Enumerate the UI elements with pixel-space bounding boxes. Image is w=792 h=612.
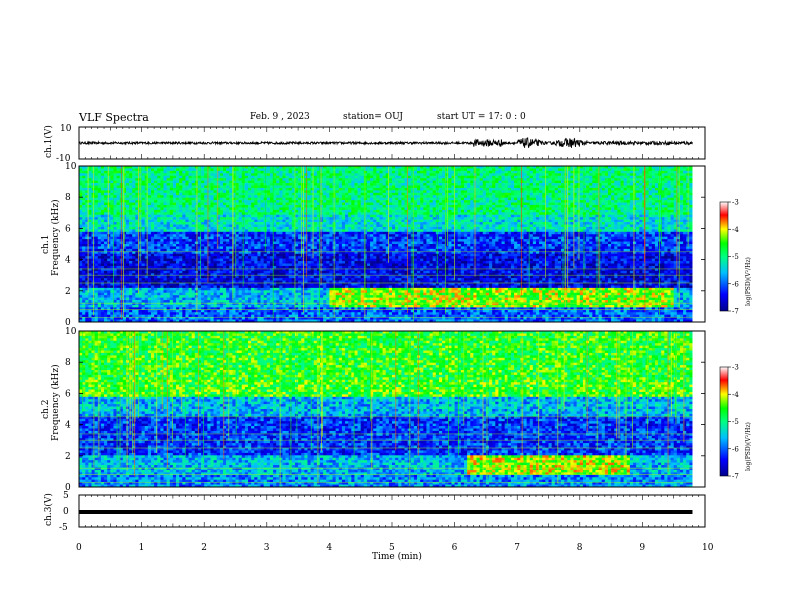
x-tick-label: 8 xyxy=(577,543,583,553)
ch3-ytick-label: 0 xyxy=(63,507,69,517)
x-tick-label: 0 xyxy=(76,543,82,553)
x-tick-label: 2 xyxy=(201,543,207,553)
spectrogram-ch1-ytick-label: 10 xyxy=(65,162,77,172)
spectrogram-ch1-ylabel-frequency: Frequency (kHz) xyxy=(50,199,61,276)
spectrogram-ch2-ylabel-frequency: Frequency (kHz) xyxy=(50,364,61,441)
ch3-ytick-label: 5 xyxy=(63,491,69,501)
spectrogram-ch1-ylabel-channel: ch.1 xyxy=(41,235,51,254)
x-tick-label: 1 xyxy=(139,543,145,553)
colorbar-tick-label: -5 xyxy=(732,253,739,261)
colorbar-tick-label: -5 xyxy=(732,418,739,426)
spectrogram-ch2-ytick-label: 4 xyxy=(65,421,71,431)
colorbar-label-ch1: log(PSD)(V²/Hz) xyxy=(745,257,752,306)
spectrogram-ch2-ylabel-channel: ch.2 xyxy=(41,400,51,419)
colorbar-tick-label: -7 xyxy=(732,308,739,316)
ch3-ytick-label: -5 xyxy=(59,523,68,533)
colorbar-tick-label: -6 xyxy=(732,445,739,453)
colorbar-ch2 xyxy=(720,367,728,476)
spectrogram-ch1-ytick-label: 6 xyxy=(65,224,71,234)
spectrogram-ch2-ytick-label: 6 xyxy=(65,389,71,399)
spectrogram-ch2-image xyxy=(79,331,693,487)
colorbar-ch1 xyxy=(720,202,728,311)
colorbar-tick-label: -7 xyxy=(732,473,739,481)
colorbar-tick-label: -3 xyxy=(732,199,739,207)
colorbar-tick-label: -6 xyxy=(732,280,739,288)
colorbar-tick-label: -4 xyxy=(732,226,739,234)
x-tick-label: 4 xyxy=(326,543,332,553)
x-axis-label: Time (min) xyxy=(372,551,422,562)
spectrogram-ch1-ytick-label: 4 xyxy=(65,256,71,266)
spectrogram-ch2-ytick-label: 8 xyxy=(65,358,71,368)
ch1-ytick-10: 10 xyxy=(60,124,72,134)
x-tick-label: 10 xyxy=(702,543,714,553)
x-tick-label: 9 xyxy=(639,543,645,553)
colorbar-tick-label: -3 xyxy=(732,364,739,372)
ch3-waveform-ylabel: ch.3(V) xyxy=(43,493,54,526)
x-tick-label: 7 xyxy=(514,543,520,553)
spectrogram-ch2-ytick-label: 10 xyxy=(65,327,77,337)
spectrogram-empty-area xyxy=(692,331,705,487)
colorbar-label-ch2: log(PSD)(V²/Hz) xyxy=(745,422,752,471)
colorbar-tick-label: -4 xyxy=(732,391,739,399)
spectrogram-ch1-image xyxy=(79,166,693,322)
spectrogram-empty-area xyxy=(692,166,705,322)
x-tick-label: 6 xyxy=(452,543,458,553)
ch1-waveform-ylabel: ch.1(V) xyxy=(43,125,54,158)
spectrogram-ch1-ytick-label: 2 xyxy=(65,287,71,297)
ch1-waveform-line xyxy=(79,138,693,148)
spectrogram-ch2-ytick-label: 2 xyxy=(65,452,71,462)
x-tick-label: 3 xyxy=(264,543,270,553)
spectrogram-ch1-ytick-label: 8 xyxy=(65,193,71,203)
